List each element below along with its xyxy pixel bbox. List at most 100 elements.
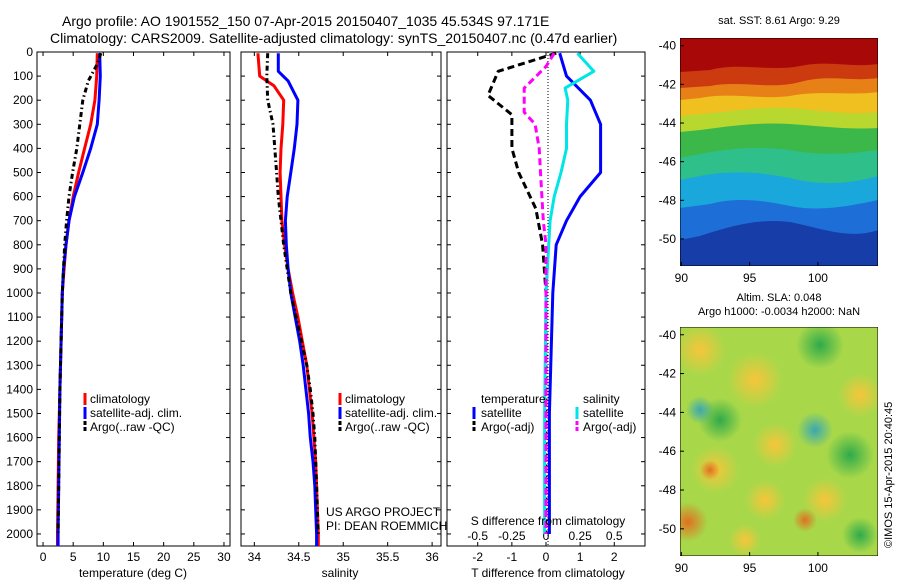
x-tick-label: 2	[611, 550, 618, 564]
series-line-argo-raw-qc-	[56, 52, 103, 535]
series-line-argo-adj--salinity	[522, 52, 556, 534]
depth-tick-label: 2000	[6, 527, 33, 541]
x-tick-label: 30	[217, 550, 231, 564]
salinity-series	[256, 53, 320, 546]
sst-latitude-axis: -40 -42 -44 -46 -48 -50	[659, 39, 684, 246]
lat-tick-label: -40	[659, 328, 677, 342]
sla-map-title: Altim. SLA: 0.048	[737, 292, 822, 304]
depth-tick-label: 1800	[6, 479, 33, 493]
lat-tick-label: -48	[659, 483, 677, 497]
legend-label-satellite: satellite-adj. clim.	[90, 406, 182, 420]
sla-latitude-axis: -40 -42 -44 -46 -48 -50	[659, 328, 684, 536]
depth-tick-label: 500	[13, 165, 33, 179]
s-x-tick-label: -0.5	[467, 529, 488, 543]
depth-tick-label: 1200	[6, 334, 33, 348]
salinity-x-axis: 34 34.5 35 35.5 36	[248, 52, 439, 564]
sst-heatmap	[680, 38, 878, 266]
legend-label-climatology: climatology	[90, 392, 150, 406]
depth-tick-label: 700	[13, 214, 33, 228]
salinity-legend: climatology satellite-adj. clim. Argo(..…	[338, 392, 437, 434]
depth-tick-label: 1300	[6, 358, 33, 372]
difference-panel: -2 -1 0 1 2 -0.5 -0.25 0 0.25 0.5 S difference fr…	[446, 51, 646, 580]
sla-map-subtitle: Argo h1000: -0.0034 h2000: NaN	[698, 306, 860, 318]
lat-tick-label: -46	[659, 444, 677, 458]
header-line-1: Argo profile: AO 1901552_150 07-Apr-2015…	[62, 13, 549, 29]
depth-tick-label: 800	[13, 238, 33, 252]
x-tick-label: 36	[425, 550, 439, 564]
depth-tick-label: 300	[13, 117, 33, 131]
x-tick-label: 10	[97, 550, 111, 564]
lon-tick-label: 100	[808, 271, 828, 285]
depth-tick-label: 1500	[6, 406, 33, 420]
sst-longitude-axis: 90 95 100	[675, 262, 828, 285]
x-tick-label: 20	[157, 550, 171, 564]
s-difference-xlabel: S difference from climatology	[471, 514, 626, 528]
sst-map-panel: sat. SST: 8.61 Argo: 9.29 -40-42-44-46-4…	[659, 15, 878, 285]
lat-tick-label: -50	[659, 522, 677, 536]
lat-tick-label: -42	[659, 367, 677, 381]
legend-label-t-satellite: satellite	[481, 406, 522, 420]
depth-tick-label: 200	[13, 93, 33, 107]
lon-tick-label: 95	[743, 271, 757, 285]
x-tick-label: -1	[507, 550, 518, 564]
salinity-xlabel: salinity	[322, 566, 359, 580]
legend-label-s-argo: Argo(-adj)	[583, 420, 636, 434]
difference-depth-ticks	[447, 51, 645, 535]
difference-series	[486, 51, 603, 534]
legend-label-satellite: satellite-adj. clim.	[345, 406, 437, 420]
lon-tick-label: 95	[743, 561, 757, 575]
temperature-xlabel: temperature (deg C)	[79, 566, 187, 580]
x-tick-label: 15	[127, 550, 141, 564]
lat-tick-label: -50	[659, 232, 677, 246]
temperature-series	[56, 52, 103, 546]
series-line-satellite-temperature	[547, 52, 603, 534]
legend-label-climatology: climatology	[345, 392, 405, 406]
legend-label-t-argo: Argo(-adj)	[481, 420, 534, 434]
sst-map-title: sat. SST: 8.61 Argo: 9.29	[718, 15, 840, 27]
salinity-depth-ticks	[241, 51, 441, 535]
legend-label-s-satellite: satellite	[583, 406, 624, 420]
pi-annotation: PI: DEAN ROEMMICH	[326, 519, 447, 533]
series-line-argo-raw-qc-	[265, 53, 320, 535]
temperature-legend: climatology satellite-adj. clim. Argo(..…	[83, 392, 182, 434]
sla-heatmap	[680, 327, 878, 556]
x-tick-label: 34	[248, 550, 262, 564]
sla-map-panel: Altim. SLA: 0.048 Argo h1000: -0.0034 h2…	[659, 292, 878, 575]
imos-credit: ©IMOS 15-Apr-2015 20:40:45	[883, 402, 895, 548]
difference-x-axis: -2 -1 0 1 2 -0.5 -0.25 0 0.25 0.5	[467, 52, 623, 564]
depth-axis: 0 100 200 300 400 500 600 700 800 900 1000 1100 1200…	[6, 45, 230, 541]
project-annotation: US ARGO PROJECT	[326, 505, 441, 519]
x-tick-label: 25	[187, 550, 201, 564]
temperature-x-axis: 0 5 10 15 20 25 30	[40, 52, 231, 564]
depth-tick-label: 1100	[7, 310, 33, 324]
x-tick-label: -2	[472, 550, 483, 564]
depth-tick-label: 600	[13, 190, 33, 204]
x-tick-label: 5	[70, 550, 77, 564]
header-line-2: Climatology: CARS2009. Satellite-adjuste…	[50, 30, 617, 46]
lat-tick-label: -40	[659, 39, 677, 53]
x-tick-label: 0	[543, 550, 550, 564]
legend-label-argo: Argo(..raw -QC)	[90, 420, 175, 434]
difference-legend: temperature salinity satellite Argo(-adj…	[472, 392, 636, 434]
s-x-tick-label: 0.25	[568, 529, 592, 543]
lat-tick-label: -42	[659, 77, 677, 91]
x-tick-label: 1	[577, 550, 584, 564]
lat-tick-label: -44	[659, 116, 677, 130]
depth-tick-label: 100	[13, 69, 33, 83]
x-tick-label: 35	[337, 550, 351, 564]
s-x-tick-label: 0	[543, 529, 550, 543]
lat-tick-label: -48	[659, 193, 677, 207]
legend-header-salinity: salinity	[583, 392, 620, 406]
salinity-panel: 34 34.5 35 35.5 36 salinity climatology sate…	[240, 51, 447, 580]
lon-tick-label: 100	[808, 561, 828, 575]
lon-tick-label: 90	[675, 271, 689, 285]
temperature-axes-frame	[36, 51, 231, 547]
temperature-panel: 0100200300400500600700800900100011001200…	[6, 45, 231, 580]
s-x-tick-label: -0.25	[498, 529, 526, 543]
series-line-climatology	[256, 53, 320, 546]
salinity-axes-frame	[240, 51, 442, 547]
depth-tick-label: 1400	[6, 382, 33, 396]
legend-header-temperature: temperature	[481, 392, 546, 406]
depth-tick-label: 400	[13, 141, 33, 155]
